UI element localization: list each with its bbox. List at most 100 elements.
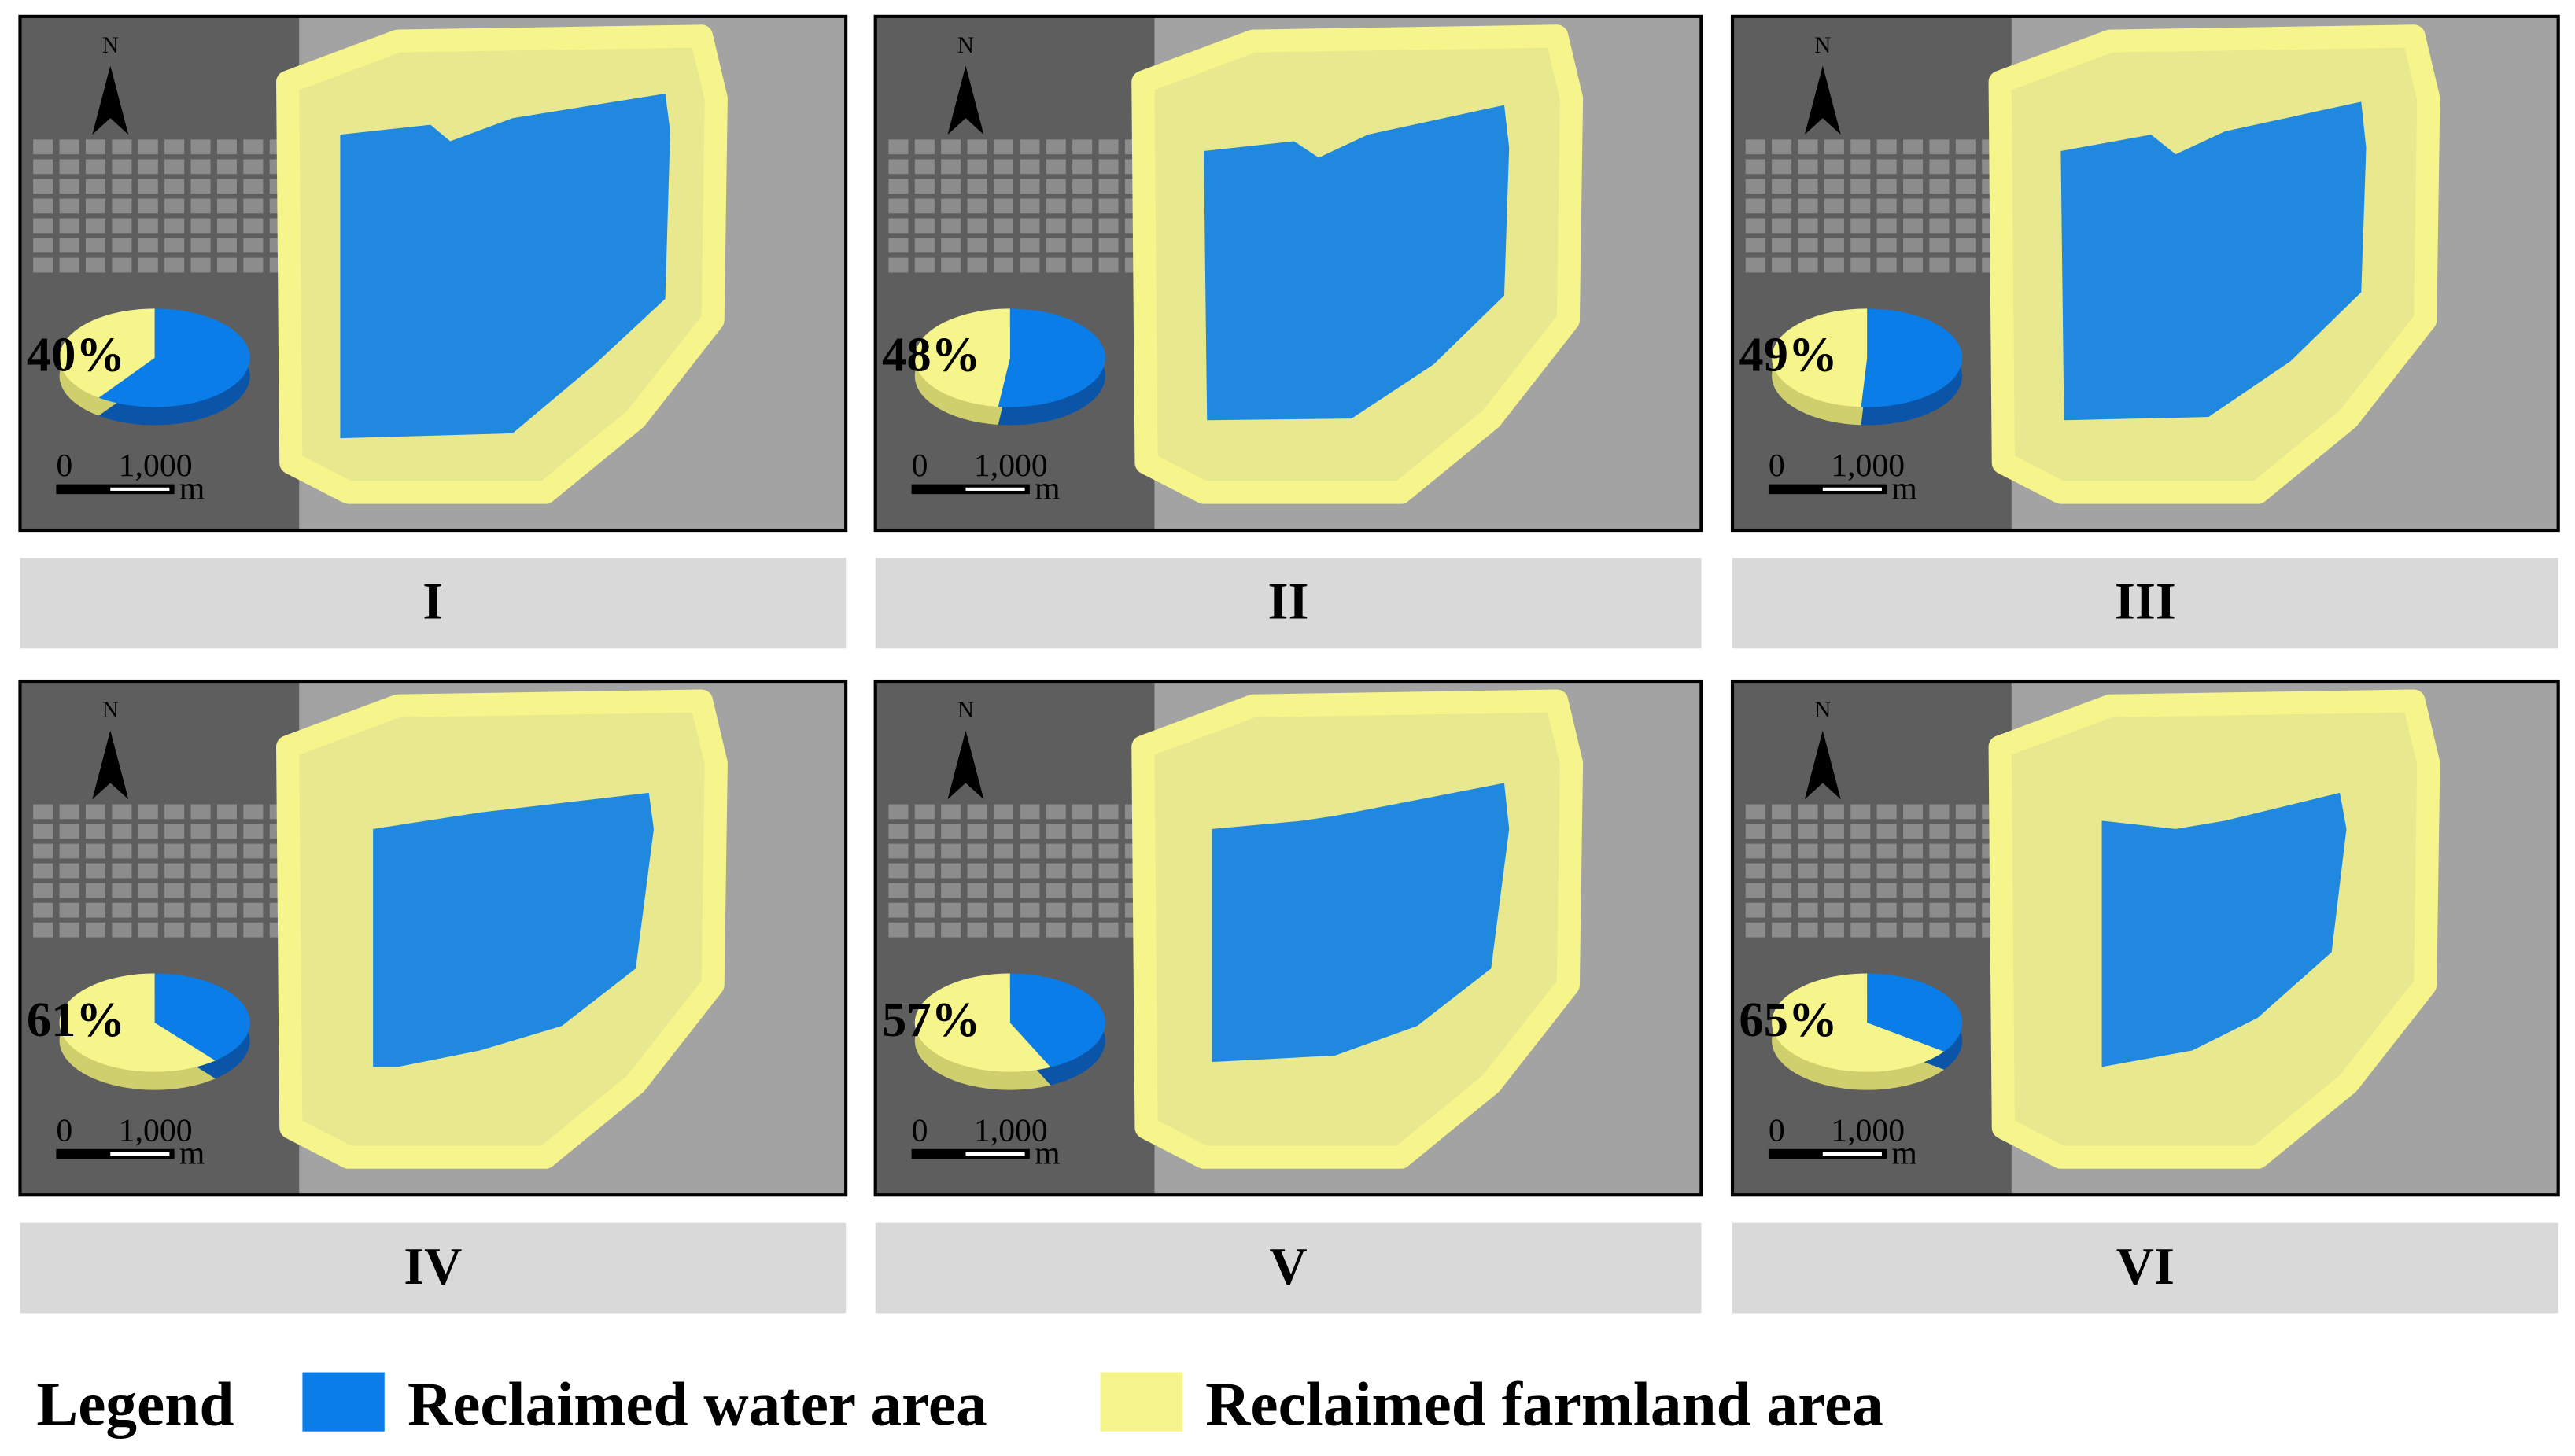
field-plot (1772, 179, 1792, 194)
field-plot (967, 863, 987, 879)
field-plot (967, 179, 987, 194)
field-plot (1903, 863, 1924, 879)
field-plot (33, 218, 53, 234)
field-plot (33, 922, 53, 938)
field-plot (993, 824, 1014, 839)
field-plot (1072, 883, 1093, 898)
field-plot (1745, 863, 1765, 879)
panel-label: II (1268, 573, 1309, 631)
field-plot (85, 179, 105, 194)
field-plot (1098, 863, 1119, 879)
field-plot (1929, 843, 1950, 859)
field-plot (1098, 883, 1119, 898)
map-frame (18, 14, 848, 533)
field-plot (216, 218, 237, 234)
map-frame (1730, 679, 2560, 1197)
field-plot (164, 843, 185, 859)
north-arrow (1804, 65, 1841, 135)
field-plot (888, 218, 909, 234)
field-plot (1798, 922, 1818, 938)
field-plot (216, 922, 237, 938)
field-plot (993, 179, 1014, 194)
field-plot (138, 218, 158, 234)
field-plot (190, 179, 211, 194)
field-plot (1903, 922, 1924, 938)
field-plot (1929, 257, 1950, 273)
field-plot (138, 902, 158, 918)
pie-water (1009, 973, 1105, 1067)
field-plot (1929, 179, 1950, 194)
field-plot (1955, 843, 1976, 859)
pie-farmland (59, 973, 216, 1072)
field-plot (1072, 159, 1093, 175)
field-plot (993, 863, 1014, 879)
field-plot (1072, 804, 1093, 820)
scale-unit: m (1035, 470, 1060, 507)
pie-water (1867, 973, 1963, 1052)
field-plot (138, 198, 158, 214)
field-plot (1798, 883, 1818, 898)
field-plot (1903, 804, 1924, 820)
field-plot (1072, 179, 1093, 194)
field-plot (888, 843, 909, 859)
field-plot (59, 883, 79, 898)
field-plot (85, 159, 105, 175)
field-plot (1798, 238, 1818, 253)
legend-label: Reclaimed farmland area (1205, 1369, 1883, 1439)
field-plot (112, 198, 132, 214)
legend-swatch (1100, 1372, 1182, 1432)
field-plot (1798, 139, 1818, 155)
north-label: N (957, 698, 974, 723)
field-plot (888, 179, 909, 194)
field-plot (1798, 257, 1818, 273)
field-plot (243, 843, 264, 859)
field-plot (190, 843, 211, 859)
field-plot (1850, 218, 1871, 234)
field-plot (914, 139, 935, 155)
field-plot (967, 804, 987, 820)
field-plot (914, 198, 935, 214)
field-plot (1929, 198, 1950, 214)
field-plot (1850, 139, 1871, 155)
north-arrow (1804, 730, 1841, 800)
field-plot (914, 883, 935, 898)
field-plot (1020, 824, 1040, 839)
scale-end: 1,000 (119, 1112, 193, 1148)
field-plot (888, 238, 909, 253)
panel-label: V (1269, 1238, 1307, 1296)
field-plot (1098, 179, 1119, 194)
field-plot (993, 843, 1014, 859)
field-plot (1072, 843, 1093, 859)
field-plot (1098, 902, 1119, 918)
field-plot (1929, 883, 1950, 898)
field-plot (1745, 922, 1765, 938)
field-plot (1955, 804, 1976, 820)
field-plot (1929, 218, 1950, 234)
scale-start: 0 (56, 1112, 72, 1148)
field-plot (1955, 902, 1976, 918)
field-plot (888, 139, 909, 155)
field-plot (59, 824, 79, 839)
field-plot (85, 902, 105, 918)
field-plot (33, 843, 53, 859)
field-plot (112, 902, 132, 918)
field-plot (1903, 159, 1924, 175)
field-plot (1955, 179, 1976, 194)
field-plot (1850, 824, 1871, 839)
field-plot (216, 238, 237, 253)
field-plot (190, 804, 211, 820)
field-plot (1876, 804, 1897, 820)
field-plot (1850, 843, 1871, 859)
field-plot (112, 843, 132, 859)
field-plot (1072, 863, 1093, 879)
field-plot (1046, 139, 1066, 155)
water-area (2060, 101, 2367, 421)
field-plot (1072, 218, 1093, 234)
scale-bar-inner (1822, 1152, 1882, 1156)
map-frame (873, 14, 1703, 533)
field-plot (138, 824, 158, 839)
field-plot (164, 922, 185, 938)
field-plot (112, 139, 132, 155)
